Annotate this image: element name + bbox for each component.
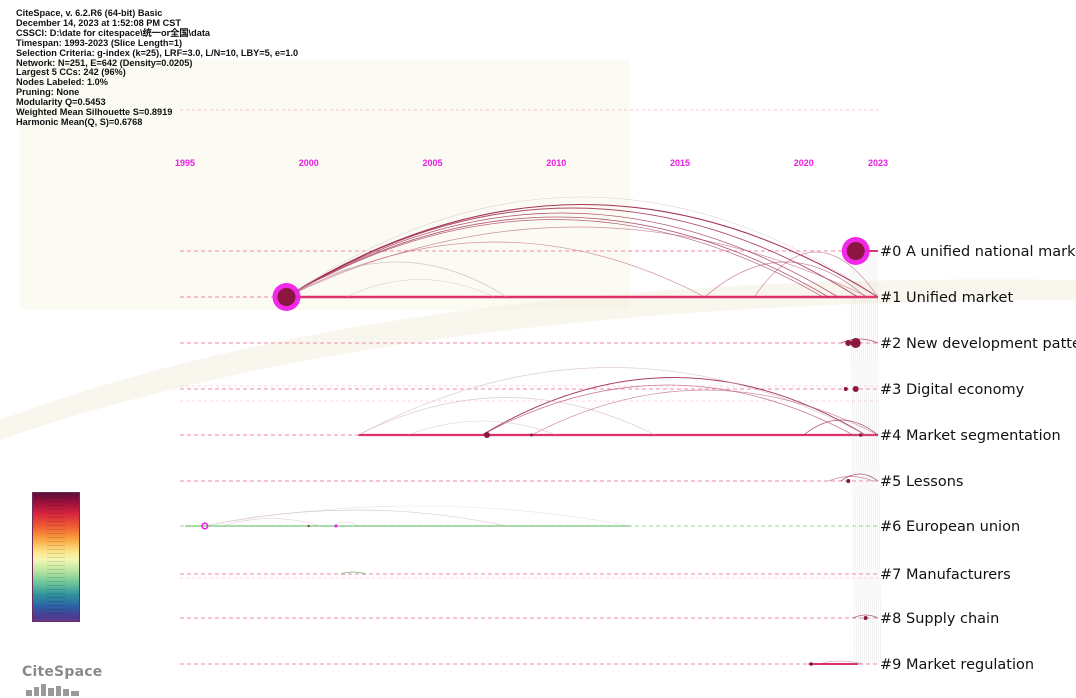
- cluster-label: #3 Digital economy: [880, 382, 1025, 398]
- citespace-logo: CiteSpace: [20, 664, 102, 698]
- year-color-legend: [32, 492, 80, 622]
- info-line: CSSCI: D:\date for citespace\统一or全国\data: [16, 27, 210, 38]
- node-digital-economy: [852, 386, 859, 392]
- info-line: Network: N=251, E=642 (Density=0.0205): [16, 57, 193, 68]
- cluster-label: #8 Supply chain: [880, 611, 999, 627]
- node-new-development: [850, 338, 861, 348]
- node-national-market-hub: [846, 242, 865, 260]
- cluster-label: #2 New development pattern: [880, 336, 1076, 352]
- node-digital-economy-small: [843, 387, 848, 391]
- parameter-summary: CiteSpace, v. 6.2.R6 (64-bit) Basic Decem…: [16, 8, 299, 128]
- info-line: Harmonic Mean(Q, S)=0.6768: [16, 116, 143, 127]
- citation-arc: [407, 420, 557, 436]
- background-decoration: [0, 60, 1076, 440]
- inter-cluster-link: [868, 250, 873, 665]
- background-swoosh: [0, 279, 1076, 440]
- citation-arc: [286, 219, 824, 298]
- year-tick-label: 2015: [670, 158, 690, 168]
- node-market-regulation: [809, 662, 813, 666]
- year-axis: 1995 2000 2005 2010 2015 2020 2023: [175, 158, 888, 168]
- info-line: CiteSpace, v. 6.2.R6 (64-bit) Basic: [16, 8, 163, 18]
- inter-cluster-link: [858, 250, 863, 665]
- year-tick-label: 2023: [868, 158, 888, 168]
- cluster-label: #1 Unified market: [880, 290, 1013, 306]
- node-new-development-small: [845, 340, 852, 346]
- cluster-label: #5 Lessons: [880, 474, 963, 490]
- year-tick-label: 2005: [422, 158, 442, 168]
- citation-arc: [286, 216, 829, 298]
- inter-cluster-link: [856, 250, 861, 665]
- inter-cluster-link: [862, 250, 867, 665]
- citation-arc: [286, 212, 839, 298]
- node-supply-chain: [863, 616, 868, 620]
- citation-arc: [286, 241, 705, 298]
- info-line: Weighted Mean Silhouette S=0.8919: [16, 107, 173, 118]
- citation-arc: [704, 261, 866, 298]
- citation-links: [204, 196, 881, 665]
- inter-cluster-link: [864, 250, 869, 665]
- citation-arc: [828, 476, 874, 482]
- info-line: Selection Criteria: g-index (k=25), LRF=…: [16, 47, 299, 58]
- info-line: Timespan: 1993-2023 (Slice Length=1): [16, 37, 183, 48]
- info-line: Nodes Labeled: 1.0%: [16, 77, 108, 88]
- citation-arc: [340, 571, 366, 575]
- info-line: Largest 5 CCs: 242 (96%): [16, 67, 126, 78]
- year-tick-label: 2000: [299, 158, 319, 168]
- citation-arc: [286, 207, 859, 298]
- node-market-segmentation-small: [530, 433, 533, 437]
- citation-arc: [481, 377, 866, 436]
- node-european-union-small: [334, 524, 338, 528]
- logo-skyline-icon: [26, 684, 88, 696]
- cluster-labels: #0 A unified national market #1 Unified m…: [880, 244, 1076, 673]
- citation-arc: [853, 614, 879, 619]
- cluster-label: #4 Market segmentation: [880, 428, 1061, 444]
- year-tick-label: 2010: [546, 158, 566, 168]
- info-line: December 14, 2023 at 1:52:08 PM CST: [16, 17, 181, 28]
- cluster-timelines: [180, 250, 878, 665]
- info-line: Modularity Q=0.5453: [16, 97, 106, 108]
- background-band: [20, 60, 630, 310]
- inter-cluster-link: [870, 250, 875, 665]
- info-line: Pruning: None: [16, 87, 80, 98]
- inter-cluster-link: [854, 250, 859, 665]
- inter-cluster-link: [866, 250, 871, 665]
- node-market-segmentation-late: [858, 433, 863, 437]
- citation-arc: [753, 251, 879, 298]
- citation-arc: [222, 518, 322, 527]
- inter-cluster-link: [860, 250, 865, 665]
- citation-arc: [840, 338, 879, 344]
- inter-cluster-link: [874, 250, 879, 665]
- node-market-segmentation: [483, 432, 490, 438]
- cluster-label: #0 A unified national market: [880, 244, 1076, 260]
- citation-arc: [345, 279, 495, 298]
- year-tick-label: 1995: [175, 158, 195, 168]
- citation-nodes: [201, 237, 870, 666]
- citation-arc: [286, 226, 869, 298]
- citation-arc: [286, 196, 879, 298]
- citation-arc: [286, 261, 507, 298]
- node-european-union: [201, 522, 209, 530]
- cluster-label: #7 Manufacturers: [880, 567, 1011, 583]
- year-tick-label: 2020: [794, 158, 814, 168]
- citation-arc: [204, 509, 507, 527]
- citation-arc: [358, 397, 656, 436]
- inter-cluster-link: [850, 250, 855, 665]
- node-lessons: [846, 479, 851, 483]
- inter-cluster-link: [852, 250, 857, 665]
- logo-text: CiteSpace: [22, 664, 103, 680]
- cluster-label: #6 European union: [880, 519, 1020, 535]
- inter-cluster-link: [876, 250, 881, 665]
- citation-arc: [531, 389, 879, 436]
- citation-arc: [818, 660, 864, 665]
- cluster-label: #9 Market regulation: [880, 657, 1034, 673]
- inter-cluster-link: [872, 250, 877, 665]
- citation-arc: [481, 384, 854, 436]
- node-european-union-dot: [307, 524, 310, 528]
- citation-arc: [358, 367, 866, 436]
- citation-arc: [204, 505, 631, 527]
- node-unified-market-hub: [277, 288, 296, 306]
